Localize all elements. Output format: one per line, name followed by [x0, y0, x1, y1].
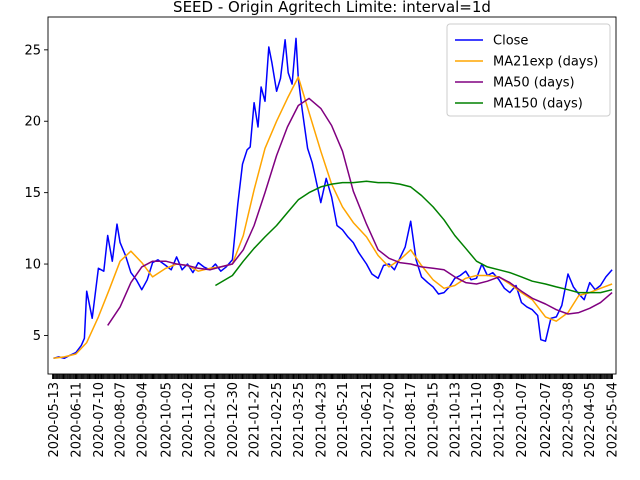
x-axis: 2020-05-13 2020-06-11 2020-07-10 2020-08-07… [47, 374, 621, 458]
x-tick-label: 2020-11-02 [181, 382, 196, 458]
y-axis: 5 10 15 20 25 [24, 43, 48, 344]
x-tick-label: 2022-01-07 [515, 382, 530, 458]
x-tick-label: 2021-08-17 [404, 382, 419, 458]
legend-label-2: MA50 (days) [493, 76, 575, 91]
legend-label-3: MA150 (days) [493, 97, 583, 112]
x-tick-label: 2020-09-04 [135, 382, 150, 458]
series-line-1 [53, 76, 613, 360]
x-tick-label: 2021-12-09 [492, 382, 507, 458]
legend-label-0: Close [493, 34, 528, 49]
x-tick-label: 2021-07-20 [382, 382, 397, 458]
legend-box [446, 23, 611, 117]
x-tick-label: 2021-09-15 [427, 382, 442, 458]
series-line-3 [215, 180, 613, 294]
x-tick-label: 2021-02-25 [270, 382, 285, 458]
x-tick-label: 2021-03-25 [292, 382, 307, 458]
x-tick-label: 2020-12-30 [226, 382, 241, 458]
x-tick-label: 2021-06-21 [360, 382, 375, 458]
x-tick-label: 2020-06-11 [69, 382, 84, 458]
chart-title: SEED - Origin Agritech Limite: interval=… [173, 0, 491, 16]
x-tick-label: 2020-12-01 [203, 382, 218, 458]
x-tick-label: 2021-05-21 [336, 382, 351, 458]
x-tick-label: 2021-04-23 [314, 382, 329, 458]
y-tick-label: 5 [33, 329, 41, 344]
x-tick-label: 2022-03-08 [561, 382, 576, 458]
y-tick-label: 15 [24, 186, 41, 201]
y-tick-label: 20 [24, 115, 41, 130]
x-tick-label: 2020-10-05 [159, 382, 174, 458]
y-tick-label: 10 [24, 258, 41, 273]
x-tick-label: 2021-01-27 [248, 382, 263, 458]
series-layer [53, 37, 613, 360]
x-tick-label: 2020-05-13 [47, 382, 62, 458]
x-tick-label: 2020-08-07 [114, 382, 129, 458]
x-tick-label: 2020-07-10 [92, 382, 107, 458]
x-tick-label: 2022-05-04 [606, 382, 621, 458]
x-tick-label: 2022-02-07 [539, 382, 554, 458]
series-line-2 [107, 97, 613, 326]
x-tick-label: 2021-10-13 [448, 382, 463, 458]
x-tick-label: 2022-04-05 [583, 382, 598, 458]
legend: Close MA21exp (days) MA50 (days) MA150 (day… [446, 23, 611, 117]
x-tick-label: 2021-11-10 [470, 382, 485, 458]
legend-label-1: MA21exp (days) [493, 55, 598, 70]
y-tick-label: 25 [24, 43, 41, 58]
